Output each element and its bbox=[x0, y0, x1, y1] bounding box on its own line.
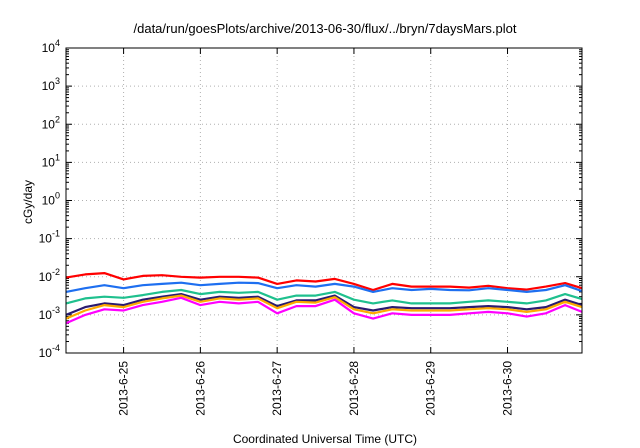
chart-title: /data/run/goesPlots/archive/2013-06-30/f… bbox=[134, 21, 517, 36]
series-line-5 bbox=[65, 294, 583, 320]
y-tick-labels: 10-4 10-3 10-2 10-1 100 101 102 103 104 bbox=[39, 38, 60, 360]
y-tick-label: 102 bbox=[42, 114, 60, 131]
y-axis-label: cGy/day bbox=[21, 180, 35, 224]
x-tick-label: 2013-6-30 bbox=[501, 361, 515, 416]
y-tick-label: 100 bbox=[42, 191, 60, 208]
y-tick-label: 10-3 bbox=[39, 305, 60, 322]
y-tick-label: 10-2 bbox=[39, 267, 60, 284]
x-tick-label: 2013-6-27 bbox=[270, 361, 284, 416]
series-line-2 bbox=[65, 281, 583, 293]
y-tick-label: 101 bbox=[42, 152, 60, 169]
series-line-4 bbox=[65, 293, 583, 316]
y-tick-label: 103 bbox=[42, 76, 60, 93]
series-line-3 bbox=[65, 288, 583, 305]
x-axis-label: Coordinated Universal Time (UTC) bbox=[233, 432, 417, 446]
x-tick-label: 2013-6-29 bbox=[424, 361, 438, 416]
x-tick-label: 2013-6-26 bbox=[193, 361, 207, 416]
series-group bbox=[65, 272, 583, 325]
series-line-6 bbox=[65, 296, 583, 325]
x-tick-label: 2013-6-25 bbox=[117, 361, 131, 416]
x-tick-label: 2013-6-28 bbox=[347, 361, 361, 416]
series-line-1 bbox=[65, 272, 583, 292]
y-tick-label: 10-4 bbox=[39, 343, 60, 360]
y-tick-label: 104 bbox=[42, 38, 60, 55]
x-tick-labels: 2013-6-25 2013-6-26 2013-6-27 2013-6-28 2013… bbox=[117, 361, 515, 416]
y-tick-label: 10-1 bbox=[39, 229, 60, 246]
plot-frame bbox=[65, 47, 583, 354]
